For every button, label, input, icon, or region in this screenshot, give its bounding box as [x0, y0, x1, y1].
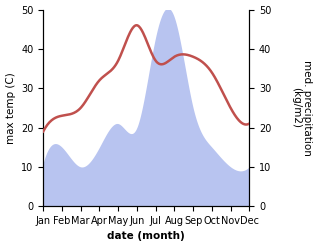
Y-axis label: max temp (C): max temp (C) [5, 72, 16, 144]
Y-axis label: med. precipitation
(kg/m2): med. precipitation (kg/m2) [291, 60, 313, 156]
X-axis label: date (month): date (month) [107, 231, 185, 242]
